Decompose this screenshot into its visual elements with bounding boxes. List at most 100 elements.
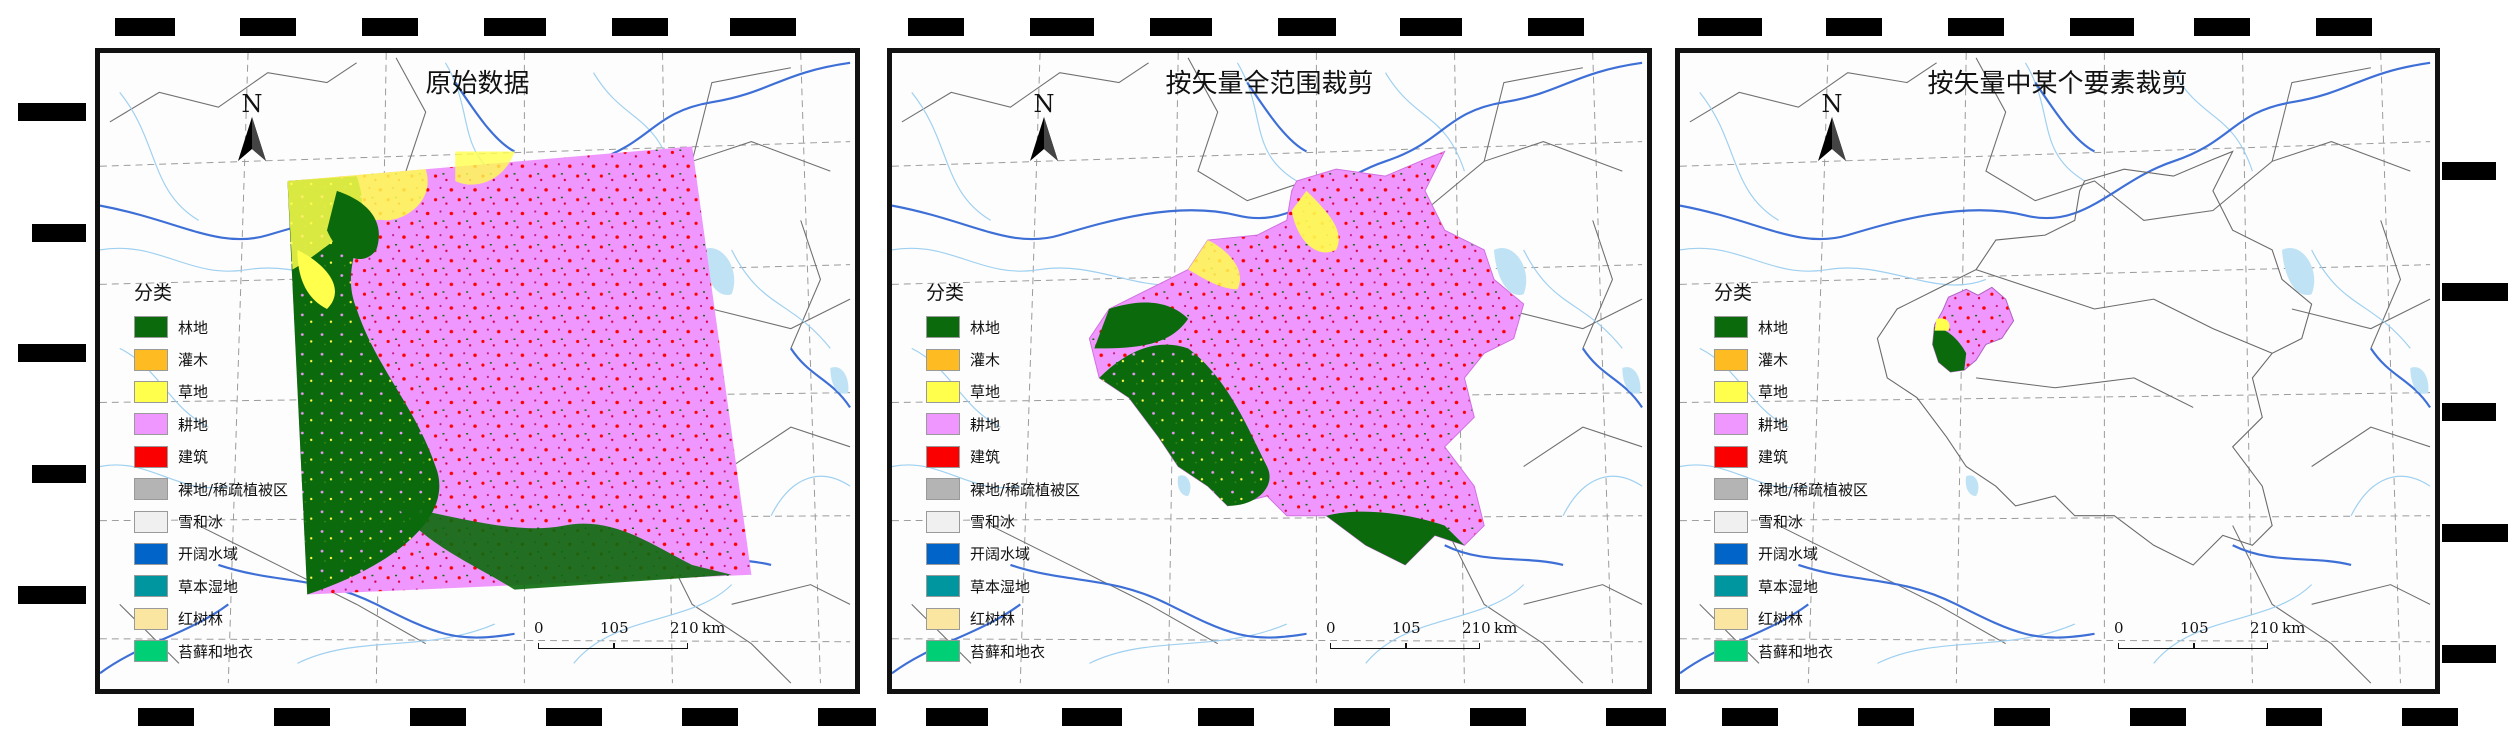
legend-swatch — [1714, 607, 1748, 630]
legend-label: 林地 — [970, 318, 1001, 337]
legend-swatch — [1714, 640, 1748, 663]
scale-bar: 0 105 210 km — [2110, 619, 2305, 659]
legend-label: 苔藓和地衣 — [970, 642, 1046, 661]
legend-item: 雪和冰 — [134, 505, 288, 537]
legend-label: 耕地 — [1758, 415, 1789, 434]
legend-label: 红树林 — [1758, 610, 1804, 629]
legend-label: 开阔水域 — [1758, 545, 1819, 564]
legend-item: 雪和冰 — [1714, 505, 1868, 537]
legend-swatch — [926, 640, 960, 663]
legend-label: 裸地/稀疏植被区 — [178, 480, 289, 499]
scale-unit: km — [1494, 619, 1518, 637]
legend-item: 灌木 — [926, 343, 1080, 375]
legend-swatch — [134, 542, 168, 565]
legend-swatch — [134, 640, 168, 663]
map-panel-original: 原始数据 N 分类 林地 灌木 草地 耕地 建筑 裸地/稀疏植被区 雪和冰 开阔… — [95, 48, 860, 694]
scale-unit: km — [702, 619, 726, 637]
legend-label: 雪和冰 — [1758, 513, 1804, 532]
legend-label: 建筑 — [178, 448, 209, 467]
legend-label: 开阔水域 — [178, 545, 239, 564]
legend-swatch — [1714, 542, 1748, 565]
legend-swatch — [134, 413, 168, 436]
legend-label: 开阔水域 — [970, 545, 1031, 564]
legend-item: 灌木 — [134, 343, 288, 375]
legend-item: 林地 — [1714, 311, 1868, 343]
legend: 分类 林地 灌木 草地 耕地 建筑 裸地/稀疏植被区 雪和冰 开阔水域 草本湿地… — [926, 278, 1080, 667]
north-arrow-icon — [1818, 117, 1846, 161]
legend-swatch — [926, 348, 960, 371]
scale-bar: 0 105 210 km — [530, 619, 725, 659]
legend-item: 草地 — [926, 376, 1080, 408]
scale-label: 210 — [1462, 619, 1491, 637]
landcover-raster-original — [287, 146, 752, 595]
scale-label: 0 — [534, 619, 544, 637]
legend-item: 苔藓和地衣 — [1714, 635, 1868, 667]
panel-title: 按矢量中某个要素裁剪 — [1927, 69, 2188, 99]
scale-label: 105 — [600, 619, 629, 637]
legend-label: 草地 — [970, 383, 1001, 402]
legend-label: 建筑 — [970, 448, 1001, 467]
legend-swatch — [134, 445, 168, 468]
legend-item: 林地 — [926, 311, 1080, 343]
legend-label: 草地 — [1758, 383, 1789, 402]
legend-title: 分类 — [134, 282, 173, 304]
legend-label: 红树林 — [178, 610, 224, 629]
basemap — [1680, 53, 2432, 685]
legend-item: 红树林 — [1714, 603, 1868, 635]
legend-label: 灌木 — [1758, 351, 1789, 370]
legend-item: 灌木 — [1714, 343, 1868, 375]
landcover-raster-full-clip — [1088, 150, 1525, 566]
legend-label: 苔藓和地衣 — [178, 642, 254, 661]
legend-swatch — [926, 510, 960, 533]
legend-item: 开阔水域 — [926, 538, 1080, 570]
basemap — [100, 53, 852, 685]
legend-item: 耕地 — [1714, 408, 1868, 440]
legend-item: 草本湿地 — [926, 570, 1080, 602]
legend-item: 开阔水域 — [134, 538, 288, 570]
scale-label: 105 — [2180, 619, 2209, 637]
legend-item: 红树林 — [926, 603, 1080, 635]
legend-label: 林地 — [1758, 318, 1789, 337]
legend-swatch — [926, 478, 960, 501]
legend-label: 苔藓和地衣 — [1758, 642, 1834, 661]
legend-item: 苔藓和地衣 — [134, 635, 288, 667]
legend-item: 红树林 — [134, 603, 288, 635]
basemap — [892, 53, 1644, 685]
legend-label: 灌木 — [178, 351, 209, 370]
legend-label: 裸地/稀疏植被区 — [1758, 480, 1869, 499]
legend-item: 裸地/稀疏植被区 — [1714, 473, 1868, 505]
legend-swatch — [926, 445, 960, 468]
legend-label: 红树林 — [970, 610, 1016, 629]
legend-swatch — [1714, 575, 1748, 598]
legend-swatch — [134, 380, 168, 403]
panel-title: 原始数据 — [425, 69, 530, 99]
legend-label: 雪和冰 — [178, 513, 224, 532]
north-arrow-icon — [238, 117, 266, 161]
legend-label: 草本湿地 — [970, 577, 1031, 596]
legend-item: 雪和冰 — [926, 505, 1080, 537]
legend-swatch — [1714, 316, 1748, 339]
north-arrow: N — [230, 91, 274, 165]
legend-item: 建筑 — [134, 441, 288, 473]
legend-swatch — [134, 478, 168, 501]
scale-unit: km — [2282, 619, 2306, 637]
legend-title: 分类 — [1714, 282, 1753, 304]
legend-swatch — [1714, 413, 1748, 436]
map-panel-feature-clip: 按矢量中某个要素裁剪 N 分类 林地 灌木 草地 耕地 建筑 裸地/稀疏植被区 … — [1675, 48, 2440, 694]
legend-item: 草地 — [134, 376, 288, 408]
scale-label: 210 — [670, 619, 699, 637]
legend-swatch — [926, 542, 960, 565]
legend-item: 苔藓和地衣 — [926, 635, 1080, 667]
scale-label: 0 — [2114, 619, 2124, 637]
north-label: N — [1033, 90, 1055, 118]
legend-swatch — [1714, 478, 1748, 501]
legend-item: 裸地/稀疏植被区 — [926, 473, 1080, 505]
legend-item: 开阔水域 — [1714, 538, 1868, 570]
legend-item: 耕地 — [926, 408, 1080, 440]
legend-item: 裸地/稀疏植被区 — [134, 473, 288, 505]
legend-item: 草本湿地 — [1714, 570, 1868, 602]
scale-label: 0 — [1326, 619, 1336, 637]
legend-label: 耕地 — [970, 415, 1001, 434]
legend-item: 建筑 — [926, 441, 1080, 473]
scale-bar: 0 105 210 km — [1322, 619, 1517, 659]
